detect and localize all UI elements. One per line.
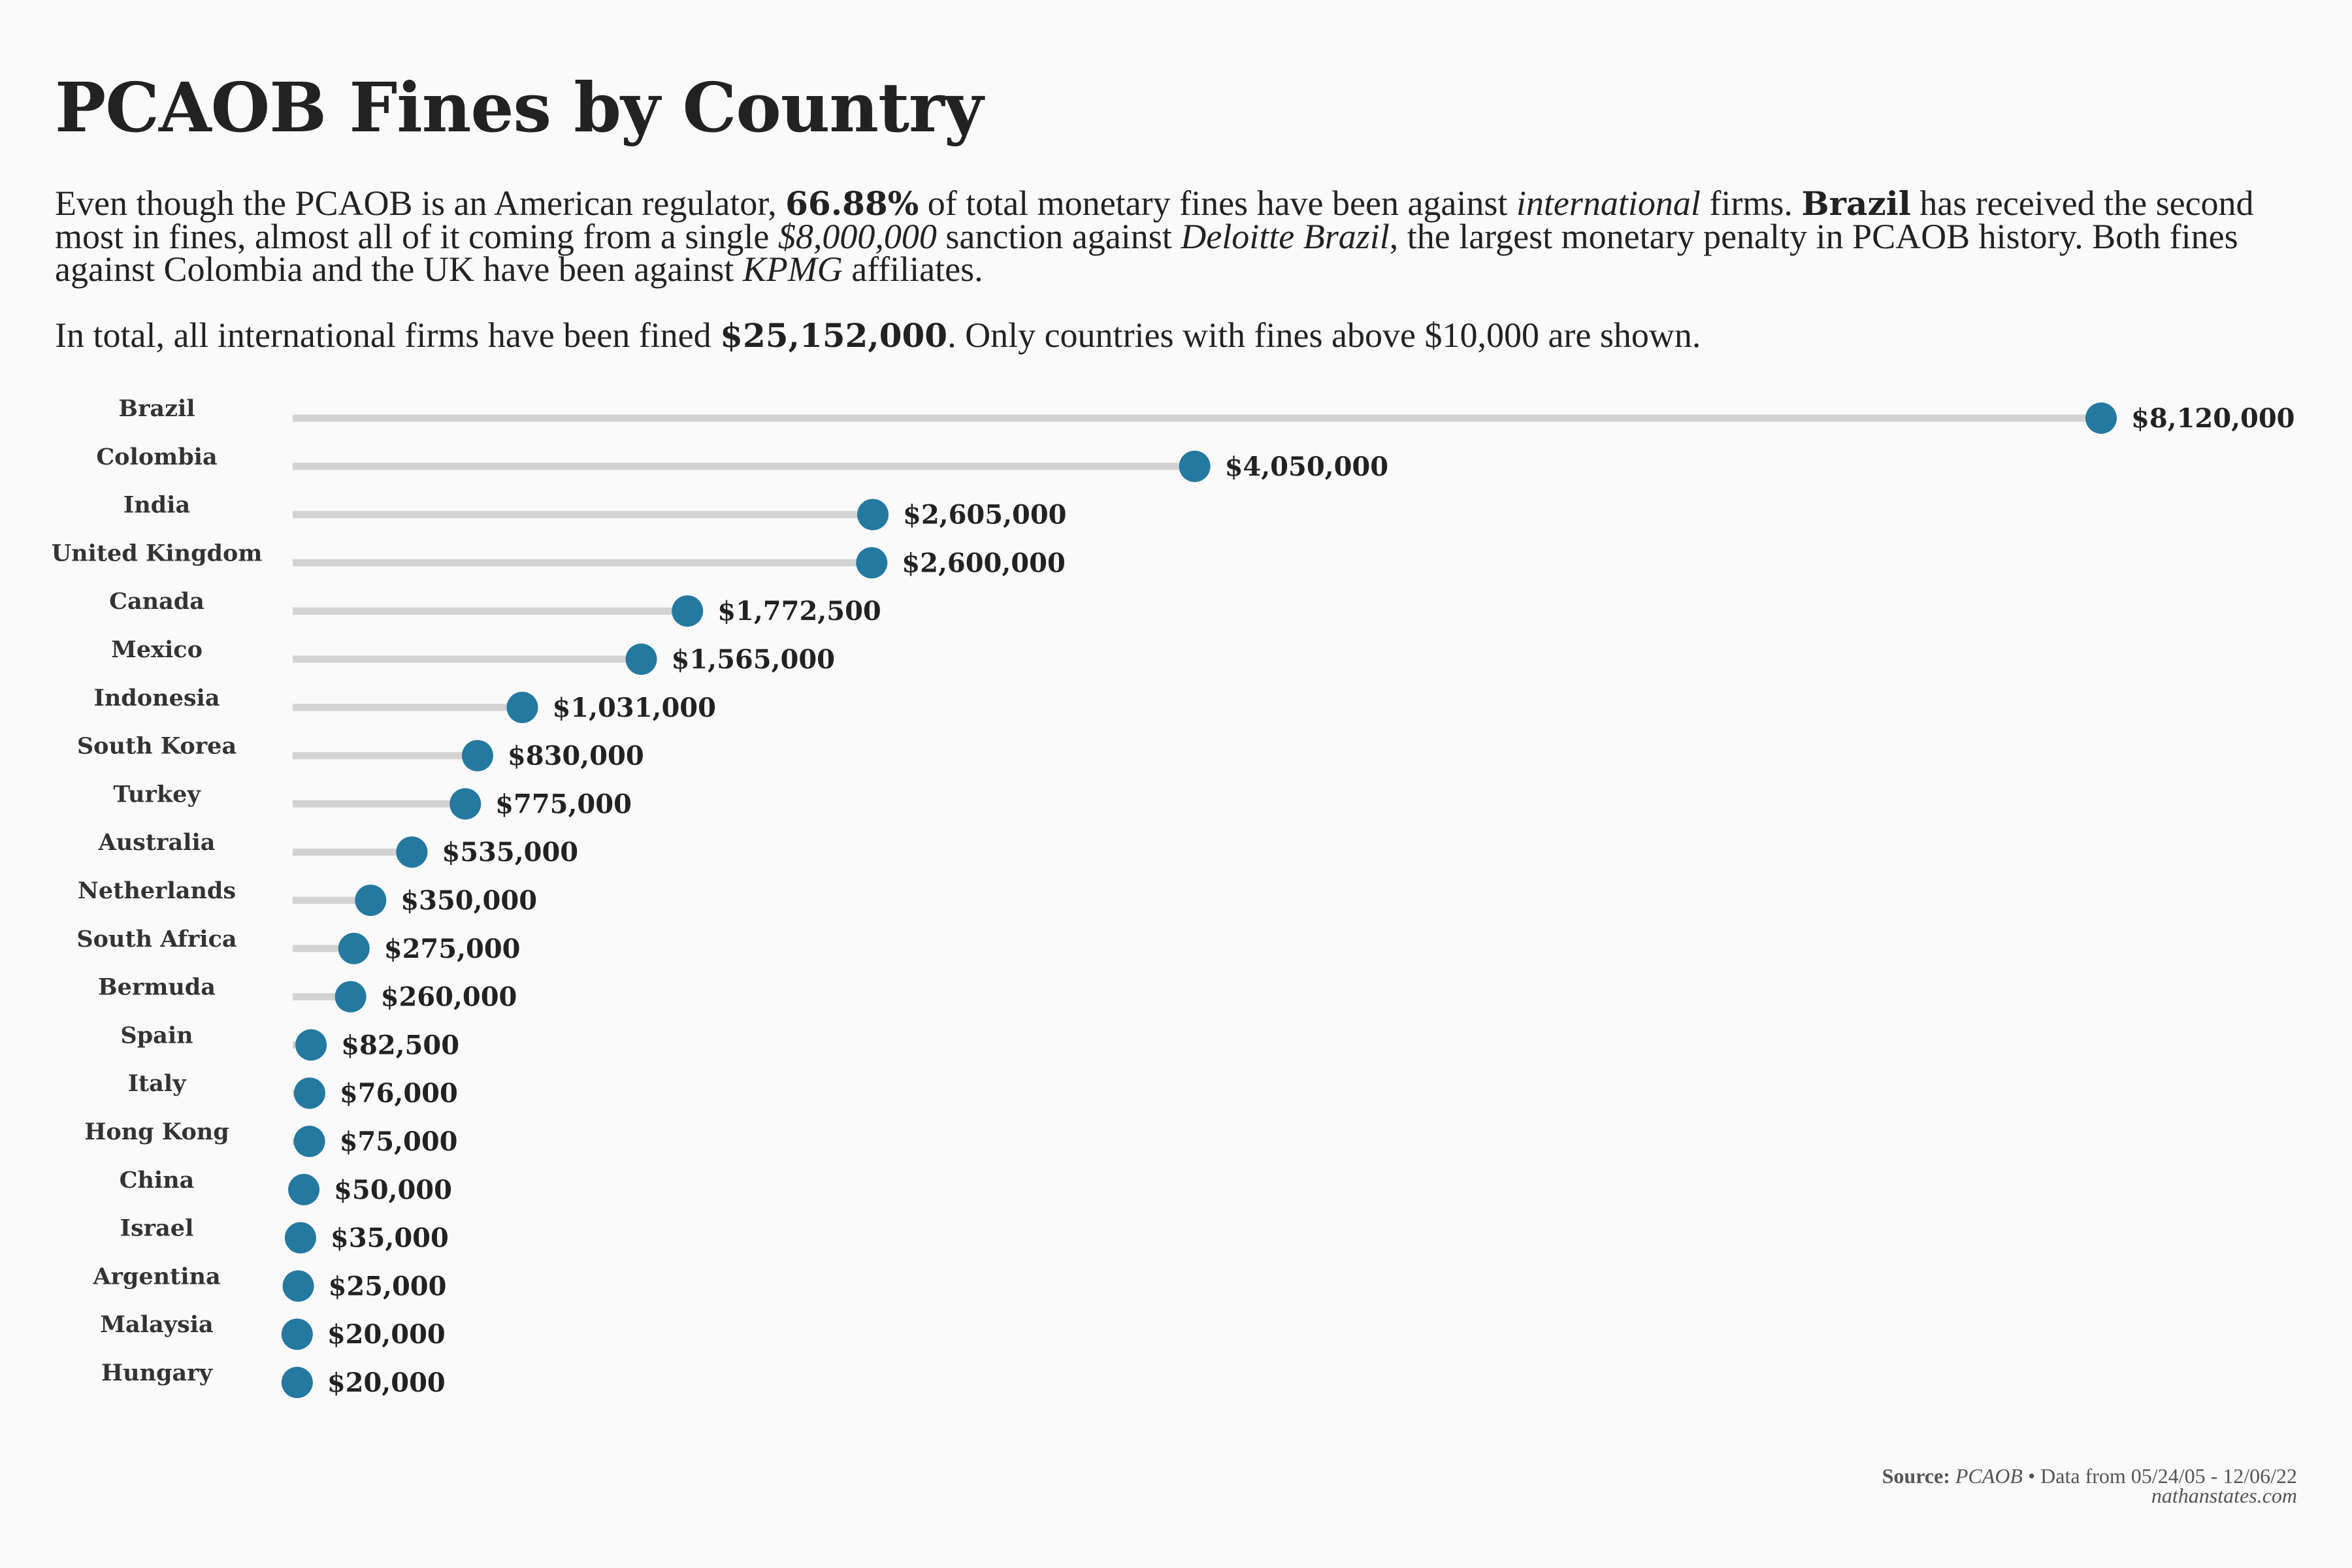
value-label-italy: $76,000 — [340, 1078, 458, 1109]
category-label-south-africa: South Africa — [76, 926, 237, 953]
source-date-range: • Data from 05/24/05 - 12/06/22 — [2022, 1464, 2297, 1488]
data-point-china — [288, 1173, 320, 1205]
value-label-brazil: $8,120,000 — [2131, 403, 2295, 434]
data-point-united-kingdom — [856, 547, 888, 579]
intro-text: has received the second most in fines, a… — [55, 184, 2254, 256]
source-name: PCAOB — [1955, 1464, 2023, 1488]
data-point-colombia — [1179, 450, 1211, 482]
intro-text: , the largest monetary penalty in PCAOB … — [55, 217, 2238, 289]
category-label-netherlands: Netherlands — [78, 877, 236, 904]
value-label-israel: $35,000 — [331, 1223, 449, 1254]
data-point-mexico — [625, 644, 657, 675]
category-label-israel: Israel — [120, 1215, 194, 1242]
data-point-argentina — [282, 1270, 314, 1302]
category-label-hong-kong: Hong Kong — [84, 1119, 229, 1145]
category-label-bermuda: Bermuda — [98, 974, 216, 1001]
value-label-malaysia: $20,000 — [327, 1319, 446, 1350]
intro-country: Brazil — [1801, 184, 1911, 223]
category-label-united-kingdom: United Kingdom — [52, 540, 263, 566]
category-label-mexico: Mexico — [111, 636, 203, 663]
total-text: . Only countries with fines above $10,00… — [947, 316, 1701, 355]
data-point-hong-kong — [293, 1126, 325, 1157]
category-label-indonesia: Indonesia — [93, 685, 220, 711]
total-paragraph: In total, all international firms have b… — [55, 316, 2302, 355]
category-label-spain: Spain — [120, 1022, 193, 1049]
total-text: In total, all international firms have b… — [55, 316, 721, 355]
intro-text: sanction against — [936, 217, 1181, 256]
site-name: nathanstates.com — [2151, 1484, 2297, 1507]
intro-percent: 66.88% — [785, 184, 919, 223]
value-label-hong-kong: $75,000 — [340, 1126, 458, 1157]
value-label-united-kingdom: $2,600,000 — [902, 547, 1066, 578]
intro-firm-kpmg: KPMG — [742, 250, 843, 289]
intro-paragraph: Even though the PCAOB is an American reg… — [55, 184, 2302, 289]
intro-text: affiliates. — [842, 250, 983, 289]
value-label-australia: $535,000 — [442, 837, 578, 868]
data-point-malaysia — [281, 1318, 313, 1350]
source-note: Source: PCAOB • Data from 05/24/05 - 12/… — [1882, 1464, 2297, 1507]
category-label-australia: Australia — [98, 829, 216, 856]
category-label-argentina: Argentina — [92, 1263, 220, 1290]
value-label-colombia: $4,050,000 — [1225, 451, 1389, 482]
chart-title: PCAOB Fines by Country — [55, 67, 983, 148]
data-point-indonesia — [506, 691, 538, 723]
value-label-india: $2,605,000 — [903, 500, 1067, 531]
value-label-hungary: $20,000 — [327, 1367, 446, 1398]
value-label-south-africa: $275,000 — [384, 934, 521, 964]
data-point-south-korea — [461, 740, 493, 772]
data-point-australia — [396, 836, 428, 868]
value-label-argentina: $25,000 — [329, 1271, 447, 1301]
data-point-canada — [672, 595, 704, 627]
category-label-hungary: Hungary — [101, 1360, 214, 1386]
category-label-canada: Canada — [109, 588, 204, 615]
data-point-spain — [295, 1029, 327, 1061]
data-point-brazil — [2085, 402, 2117, 434]
total-amount: $25,152,000 — [720, 316, 948, 355]
value-label-netherlands: $350,000 — [400, 885, 537, 916]
intro-firm: Deloitte Brazil — [1181, 217, 1390, 256]
data-point-south-africa — [338, 932, 370, 964]
data-point-netherlands — [355, 885, 387, 916]
intro-text: of total monetary fines have been agains… — [919, 184, 1516, 223]
source-label: Source: — [1882, 1464, 1950, 1488]
category-label-malaysia: Malaysia — [100, 1311, 213, 1338]
intro-emphasis: international — [1516, 184, 1701, 223]
data-point-hungary — [281, 1367, 313, 1398]
value-label-bermuda: $260,000 — [381, 982, 517, 1013]
site-credit: nathanstates.com — [1882, 1484, 2297, 1507]
category-label-italy: Italy — [128, 1070, 188, 1097]
value-label-canada: $1,772,500 — [717, 596, 881, 627]
value-label-turkey: $775,000 — [495, 789, 632, 819]
category-label-india: India — [123, 492, 190, 519]
data-point-india — [857, 498, 889, 531]
category-label-south-korea: South Korea — [77, 733, 237, 760]
value-label-mexico: $1,565,000 — [671, 644, 835, 675]
source-line: Source: PCAOB • Data from 05/24/05 - 12/… — [1882, 1464, 2297, 1488]
value-label-indonesia: $1,031,000 — [552, 693, 716, 723]
category-label-china: China — [120, 1167, 195, 1194]
value-label-spain: $82,500 — [341, 1030, 459, 1060]
data-point-turkey — [449, 788, 482, 820]
category-label-turkey: Turkey — [113, 781, 201, 808]
data-point-bermuda — [335, 981, 367, 1013]
intro-text: firms. — [1700, 184, 1802, 223]
intro-sanction-amount: $8,000,000 — [777, 217, 937, 256]
data-point-italy — [293, 1077, 325, 1109]
data-point-israel — [284, 1222, 316, 1254]
category-label-colombia: Colombia — [96, 444, 217, 470]
intro-text: Even though the PCAOB is an American reg… — [55, 184, 786, 223]
lollipop-chart: Brazil $8,120,000 Colombia $4,050,000 India $… — [52, 395, 2295, 1398]
category-label-brazil: Brazil — [118, 395, 195, 422]
value-label-china: $50,000 — [334, 1175, 452, 1205]
value-label-south-korea: $830,000 — [508, 741, 644, 772]
